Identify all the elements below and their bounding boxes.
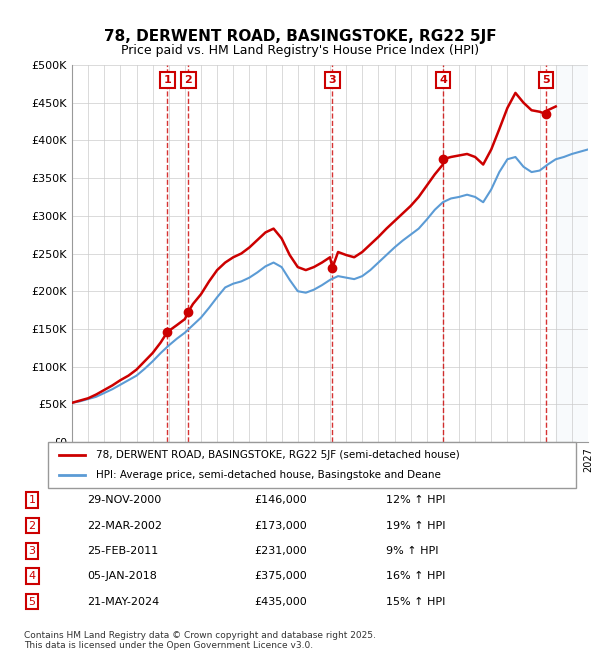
FancyBboxPatch shape bbox=[48, 442, 576, 488]
Text: 25-FEB-2011: 25-FEB-2011 bbox=[87, 546, 158, 556]
Text: 9% ↑ HPI: 9% ↑ HPI bbox=[386, 546, 439, 556]
Text: 4: 4 bbox=[29, 571, 36, 581]
Text: 78, DERWENT ROAD, BASINGSTOKE, RG22 5JF: 78, DERWENT ROAD, BASINGSTOKE, RG22 5JF bbox=[104, 29, 496, 44]
Text: £375,000: £375,000 bbox=[254, 571, 307, 581]
Bar bbox=[556, 65, 596, 442]
Text: 1: 1 bbox=[29, 495, 35, 505]
Text: 16% ↑ HPI: 16% ↑ HPI bbox=[386, 571, 446, 581]
Text: 12% ↑ HPI: 12% ↑ HPI bbox=[386, 495, 446, 505]
Text: £173,000: £173,000 bbox=[254, 521, 307, 530]
Text: £146,000: £146,000 bbox=[254, 495, 307, 505]
Text: 78, DERWENT ROAD, BASINGSTOKE, RG22 5JF (semi-detached house): 78, DERWENT ROAD, BASINGSTOKE, RG22 5JF … bbox=[95, 450, 459, 460]
Text: 3: 3 bbox=[29, 546, 35, 556]
Text: HPI: Average price, semi-detached house, Basingstoke and Deane: HPI: Average price, semi-detached house,… bbox=[95, 470, 440, 480]
Bar bbox=[556, 65, 596, 442]
Text: 15% ↑ HPI: 15% ↑ HPI bbox=[386, 597, 446, 606]
Text: 4: 4 bbox=[439, 75, 447, 85]
Text: £231,000: £231,000 bbox=[254, 546, 307, 556]
Text: 22-MAR-2002: 22-MAR-2002 bbox=[87, 521, 162, 530]
Text: 19% ↑ HPI: 19% ↑ HPI bbox=[386, 521, 446, 530]
Text: £435,000: £435,000 bbox=[254, 597, 307, 606]
Text: 1: 1 bbox=[164, 75, 171, 85]
Text: Contains HM Land Registry data © Crown copyright and database right 2025.
This d: Contains HM Land Registry data © Crown c… bbox=[24, 630, 376, 650]
Text: Price paid vs. HM Land Registry's House Price Index (HPI): Price paid vs. HM Land Registry's House … bbox=[121, 44, 479, 57]
Text: 5: 5 bbox=[542, 75, 550, 85]
Text: 21-MAY-2024: 21-MAY-2024 bbox=[87, 597, 159, 606]
Text: 2: 2 bbox=[29, 521, 36, 530]
Text: 05-JAN-2018: 05-JAN-2018 bbox=[87, 571, 157, 581]
Text: 2: 2 bbox=[185, 75, 192, 85]
Text: 3: 3 bbox=[329, 75, 336, 85]
Text: 5: 5 bbox=[29, 597, 35, 606]
Text: 29-NOV-2000: 29-NOV-2000 bbox=[87, 495, 161, 505]
